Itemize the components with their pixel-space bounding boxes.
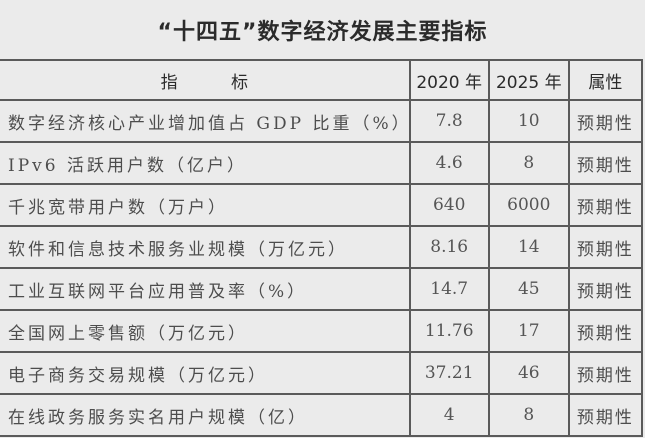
indicator-cell: 电子商务交易规模（万亿元） bbox=[0, 351, 411, 395]
attribute-cell: 预期性 bbox=[567, 99, 644, 143]
value-2025-cell: 8 bbox=[487, 393, 570, 437]
table-row: 全国网上零售额（万亿元） 11.76 17 预期性 bbox=[0, 309, 644, 353]
header-attribute: 属性 bbox=[567, 59, 644, 101]
value-2025-cell: 6000 bbox=[487, 183, 570, 227]
indicator-cell: 软件和信息技术服务业规模（万亿元） bbox=[0, 225, 411, 269]
value-2025-cell: 17 bbox=[487, 309, 570, 353]
header-indicator: 指 标 bbox=[0, 59, 411, 101]
indicator-cell: 工业互联网平台应用普及率（%） bbox=[0, 267, 411, 311]
indicator-cell: 数字经济核心产业增加值占 GDP 比重（%） bbox=[0, 99, 411, 143]
table-row: 工业互联网平台应用普及率（%） 14.7 45 预期性 bbox=[0, 267, 644, 311]
table-row: 软件和信息技术服务业规模（万亿元） 8.16 14 预期性 bbox=[0, 225, 644, 269]
attribute-cell: 预期性 bbox=[567, 393, 644, 437]
value-2025-cell: 14 bbox=[487, 225, 570, 269]
indicator-cell: IPv6 活跃用户数（亿户） bbox=[0, 141, 411, 185]
value-2025-cell: 46 bbox=[487, 351, 570, 395]
value-2020-cell: 4 bbox=[408, 393, 490, 437]
table-header-row: 指 标 2020 年 2025 年 属性 bbox=[0, 59, 644, 101]
table-row: 电子商务交易规模（万亿元） 37.21 46 预期性 bbox=[0, 351, 644, 395]
table-row: 在线政务服务实名用户规模（亿） 4 8 预期性 bbox=[0, 393, 644, 437]
attribute-cell: 预期性 bbox=[567, 183, 644, 227]
table-row: IPv6 活跃用户数（亿户） 4.6 8 预期性 bbox=[0, 141, 644, 185]
attribute-cell: 预期性 bbox=[567, 225, 644, 269]
attribute-cell: 预期性 bbox=[567, 267, 644, 311]
attribute-cell: 预期性 bbox=[567, 141, 644, 185]
indicator-cell: 在线政务服务实名用户规模（亿） bbox=[0, 393, 411, 437]
value-2025-cell: 45 bbox=[487, 267, 570, 311]
value-2020-cell: 4.6 bbox=[408, 141, 490, 185]
value-2020-cell: 14.7 bbox=[408, 267, 490, 311]
value-2020-cell: 8.16 bbox=[408, 225, 490, 269]
header-2025: 2025 年 bbox=[487, 59, 570, 101]
header-2020: 2020 年 bbox=[408, 59, 490, 101]
attribute-cell: 预期性 bbox=[567, 309, 644, 353]
indicator-cell: 全国网上零售额（万亿元） bbox=[0, 309, 411, 353]
page-title: “十四五”数字经济发展主要指标 bbox=[157, 19, 488, 45]
table-row: 数字经济核心产业增加值占 GDP 比重（%） 7.8 10 预期性 bbox=[0, 99, 644, 143]
value-2020-cell: 7.8 bbox=[408, 99, 490, 143]
indicators-table: 指 标 2020 年 2025 年 属性 数字经济核心产业增加值占 GDP 比重… bbox=[0, 59, 644, 437]
value-2020-cell: 37.21 bbox=[408, 351, 490, 395]
attribute-cell: 预期性 bbox=[567, 351, 644, 395]
value-2020-cell: 11.76 bbox=[408, 309, 490, 353]
value-2025-cell: 8 bbox=[487, 141, 570, 185]
value-2025-cell: 10 bbox=[487, 99, 570, 143]
table-row: 千兆宽带用户数（万户） 640 6000 预期性 bbox=[0, 183, 644, 227]
indicator-cell: 千兆宽带用户数（万户） bbox=[0, 183, 411, 227]
value-2020-cell: 640 bbox=[408, 183, 490, 227]
